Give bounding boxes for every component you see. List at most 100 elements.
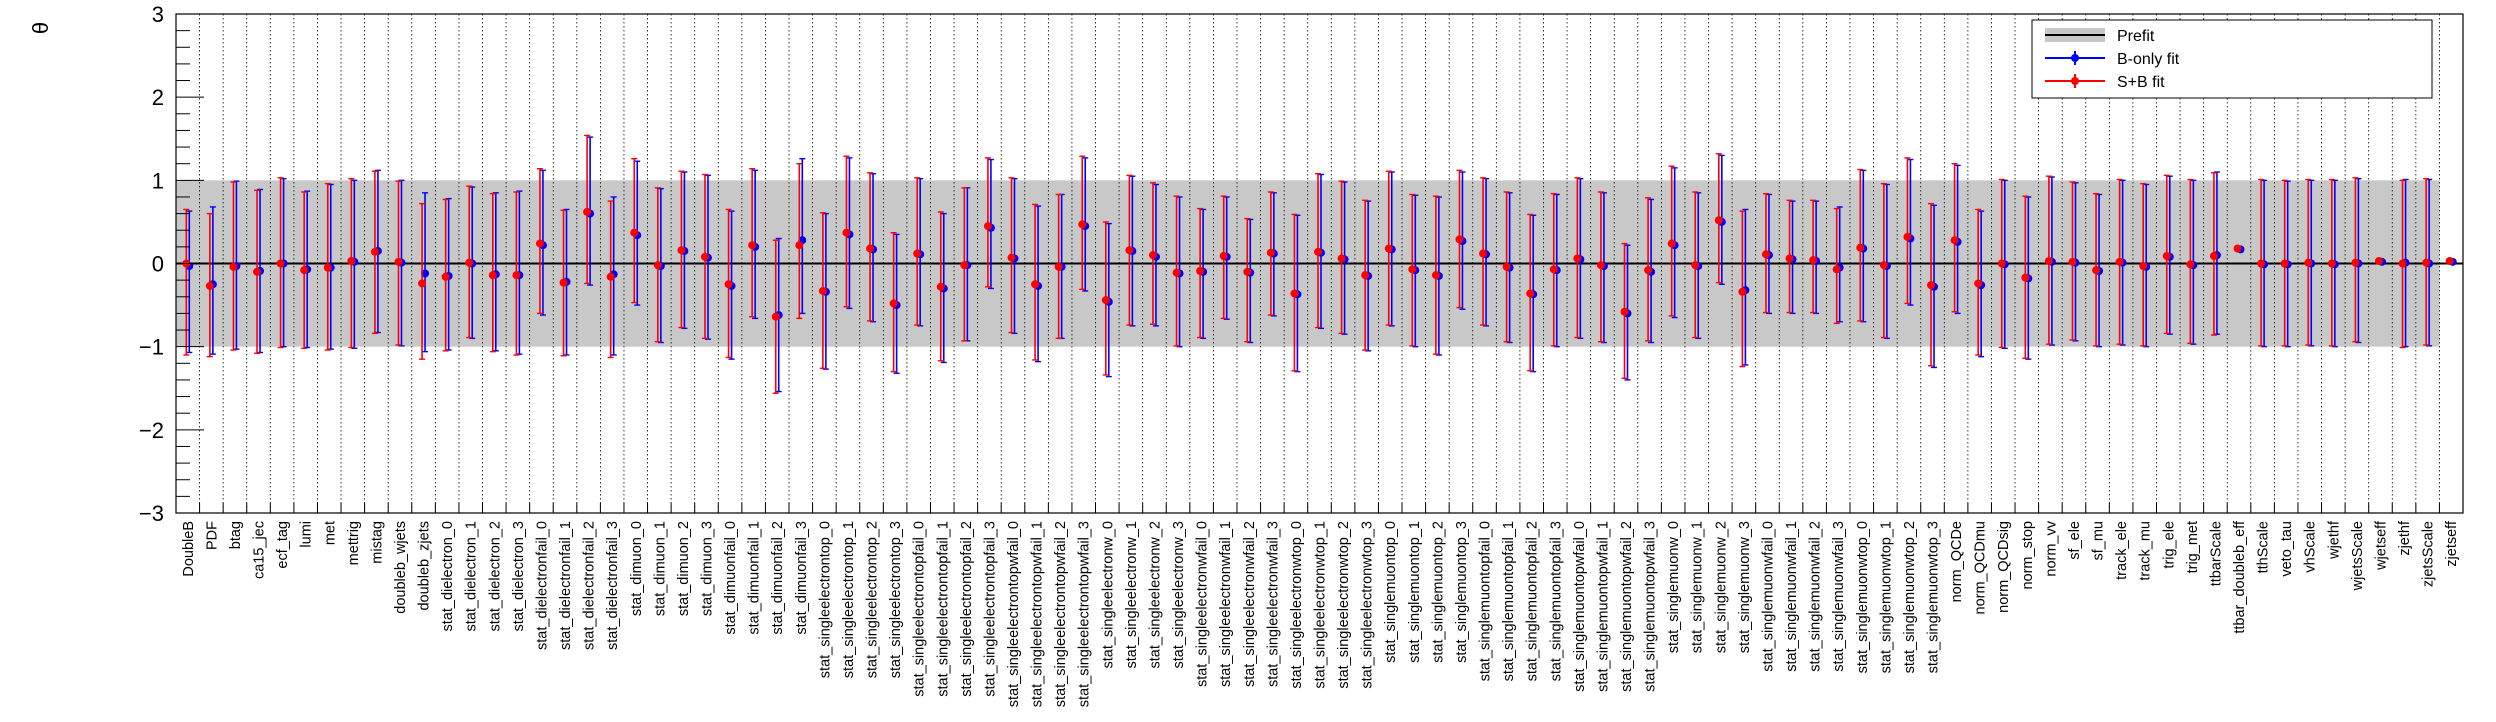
s-b-point bbox=[2374, 257, 2383, 266]
s-b-point bbox=[205, 281, 214, 290]
x-category-label: stat_dimuonfail_0 bbox=[723, 521, 739, 635]
s-b-point bbox=[983, 222, 992, 231]
x-category-label: sf_mu bbox=[2091, 521, 2107, 561]
x-category-label: trig_met bbox=[2185, 521, 2201, 573]
x-category-label: ecf_tag bbox=[275, 521, 291, 569]
s-b-point bbox=[889, 299, 898, 308]
legend-s-b-marker bbox=[2071, 77, 2079, 85]
s-b-point bbox=[748, 241, 757, 250]
s-b-point bbox=[842, 228, 851, 237]
s-b-point bbox=[2257, 259, 2266, 268]
s-b-point bbox=[1290, 289, 1299, 298]
x-category-label: stat_singlemuonwfail_2 bbox=[1808, 521, 1824, 672]
s-b-point bbox=[1243, 267, 1252, 276]
x-category-label: stat_dimuonfail_3 bbox=[794, 521, 810, 635]
x-category-label: track_mu bbox=[2138, 521, 2154, 581]
legend-entry-s-b: S+B fit bbox=[2045, 74, 2165, 91]
x-category-label: stat_singleelectrontop_0 bbox=[817, 521, 833, 678]
x-category-label: stat_singlemuontop_0 bbox=[1383, 521, 1399, 663]
x-category-label: stat_dielectron_3 bbox=[511, 521, 527, 631]
x-category-label: stat_dielectronfail_3 bbox=[605, 521, 621, 650]
s-b-point bbox=[1361, 271, 1370, 280]
x-category-label: stat_singleelectrontopfail_1 bbox=[935, 521, 951, 697]
x-category-label: stat_dimuonfail_1 bbox=[747, 521, 763, 635]
b-only-point bbox=[421, 269, 430, 278]
s-b-point bbox=[1431, 271, 1440, 280]
s-b-point bbox=[2351, 258, 2360, 267]
s-b-point bbox=[1879, 261, 1888, 270]
y-axis-ticks: −3 −2 −1 0 1 2 3 bbox=[139, 2, 164, 526]
x-category-label: stat_singlemuonw_2 bbox=[1713, 521, 1729, 653]
s-b-point bbox=[630, 228, 639, 237]
x-category-label: zjetseff bbox=[2444, 520, 2460, 567]
s-b-point bbox=[2233, 244, 2242, 253]
x-category-label: DoubleB bbox=[181, 521, 197, 577]
x-category-label: stat_singleelectrontopwfail_2 bbox=[1053, 521, 1069, 707]
x-category-label: stat_singlemuonw_3 bbox=[1737, 521, 1753, 653]
s-b-point bbox=[1950, 236, 1959, 245]
x-category-label: stat_singlemuonwtop_3 bbox=[1926, 521, 1942, 673]
x-category-label: stat_singleelectrontopfail_2 bbox=[959, 521, 975, 697]
s-b-point bbox=[1455, 235, 1464, 244]
s-b-point bbox=[488, 271, 497, 280]
axes-frame-layer bbox=[175, 13, 2464, 514]
x-category-label: stat_singlemuontopwfail_3 bbox=[1643, 521, 1659, 692]
s-b-point bbox=[1078, 220, 1087, 229]
y-axis-title: θ bbox=[28, 22, 53, 34]
y-tick-label: 1 bbox=[152, 168, 164, 193]
s-b-point bbox=[606, 272, 615, 281]
s-b-point bbox=[795, 241, 804, 250]
x-category-label: stat_singlemuonwtop_0 bbox=[1855, 521, 1871, 673]
s-b-point bbox=[1054, 262, 1063, 271]
s-b-point bbox=[2445, 257, 2454, 266]
x-category-label: wjetseff bbox=[2373, 520, 2389, 571]
x-category-label: stat_dimuon_0 bbox=[629, 521, 645, 616]
x-category-label: stat_singleelectronwfail_0 bbox=[1195, 521, 1211, 687]
x-category-label: stat_singleelectronwfail_1 bbox=[1218, 521, 1234, 687]
x-category-label: stat_singlemuonw_0 bbox=[1666, 521, 1682, 653]
s-b-point bbox=[1714, 216, 1723, 225]
s-b-point bbox=[1856, 243, 1865, 252]
x-category-label: stat_singlemuontopwfail_2 bbox=[1619, 521, 1635, 692]
s-b-point bbox=[2044, 257, 2053, 266]
x-category-label: stat_singlemuontopfail_0 bbox=[1478, 521, 1494, 681]
s-b-point bbox=[2209, 252, 2218, 261]
x-category-label: stat_singleelectronw_1 bbox=[1124, 521, 1140, 669]
s-b-point bbox=[2021, 273, 2030, 282]
s-b-point bbox=[2422, 258, 2431, 267]
s-b-point bbox=[771, 312, 780, 321]
x-category-label: stat_singlemuonwfail_3 bbox=[1831, 521, 1847, 672]
legend-b-only-marker bbox=[2071, 54, 2079, 62]
x-category-label: norm_stop bbox=[2020, 521, 2036, 590]
s-b-point bbox=[1125, 246, 1134, 255]
x-category-label: norm_QCDsig bbox=[1996, 521, 2012, 613]
s-b-point bbox=[1997, 259, 2006, 268]
s-b-point bbox=[2280, 259, 2289, 268]
s-b-point bbox=[677, 246, 686, 255]
x-category-label: stat_singlemuontopwfail_1 bbox=[1595, 521, 1611, 692]
x-category-label: stat_singleelectrontopfail_3 bbox=[982, 521, 998, 697]
s-b-point bbox=[347, 257, 356, 266]
x-category-label: stat_singlemuontop_2 bbox=[1430, 521, 1446, 663]
s-b-point bbox=[1903, 232, 1912, 241]
s-b-point bbox=[1691, 261, 1700, 270]
x-category-label: wjethf bbox=[2326, 520, 2342, 560]
x-category-label: norm_QCDe bbox=[1949, 521, 1965, 602]
s-b-point bbox=[465, 258, 474, 267]
s-b-point bbox=[2327, 259, 2336, 268]
x-category-label: stat_singlemuonw_1 bbox=[1690, 521, 1706, 653]
x-category-label: stat_singleelectronwtop_3 bbox=[1360, 521, 1376, 689]
s-b-point bbox=[1479, 249, 1488, 258]
s-b-point bbox=[512, 271, 521, 280]
legend: Prefit B-only fit S+B fit bbox=[2031, 19, 2433, 99]
s-b-point bbox=[2398, 259, 2407, 268]
x-category-label: stat_dielectronfail_2 bbox=[582, 521, 598, 650]
x-category-label: stat_singlemuonwfail_1 bbox=[1784, 521, 1800, 672]
x-category-label: stat_singlemuonwtop_1 bbox=[1878, 521, 1894, 673]
x-category-label: wjetsScale bbox=[2350, 521, 2366, 591]
x-category-label: stat_dielectron_1 bbox=[464, 521, 480, 631]
x-category-label: stat_dimuon_1 bbox=[652, 521, 668, 616]
x-category-label: stat_singlemuontopwfail_0 bbox=[1572, 521, 1588, 692]
s-b-point bbox=[936, 282, 945, 291]
s-b-point bbox=[418, 279, 427, 288]
